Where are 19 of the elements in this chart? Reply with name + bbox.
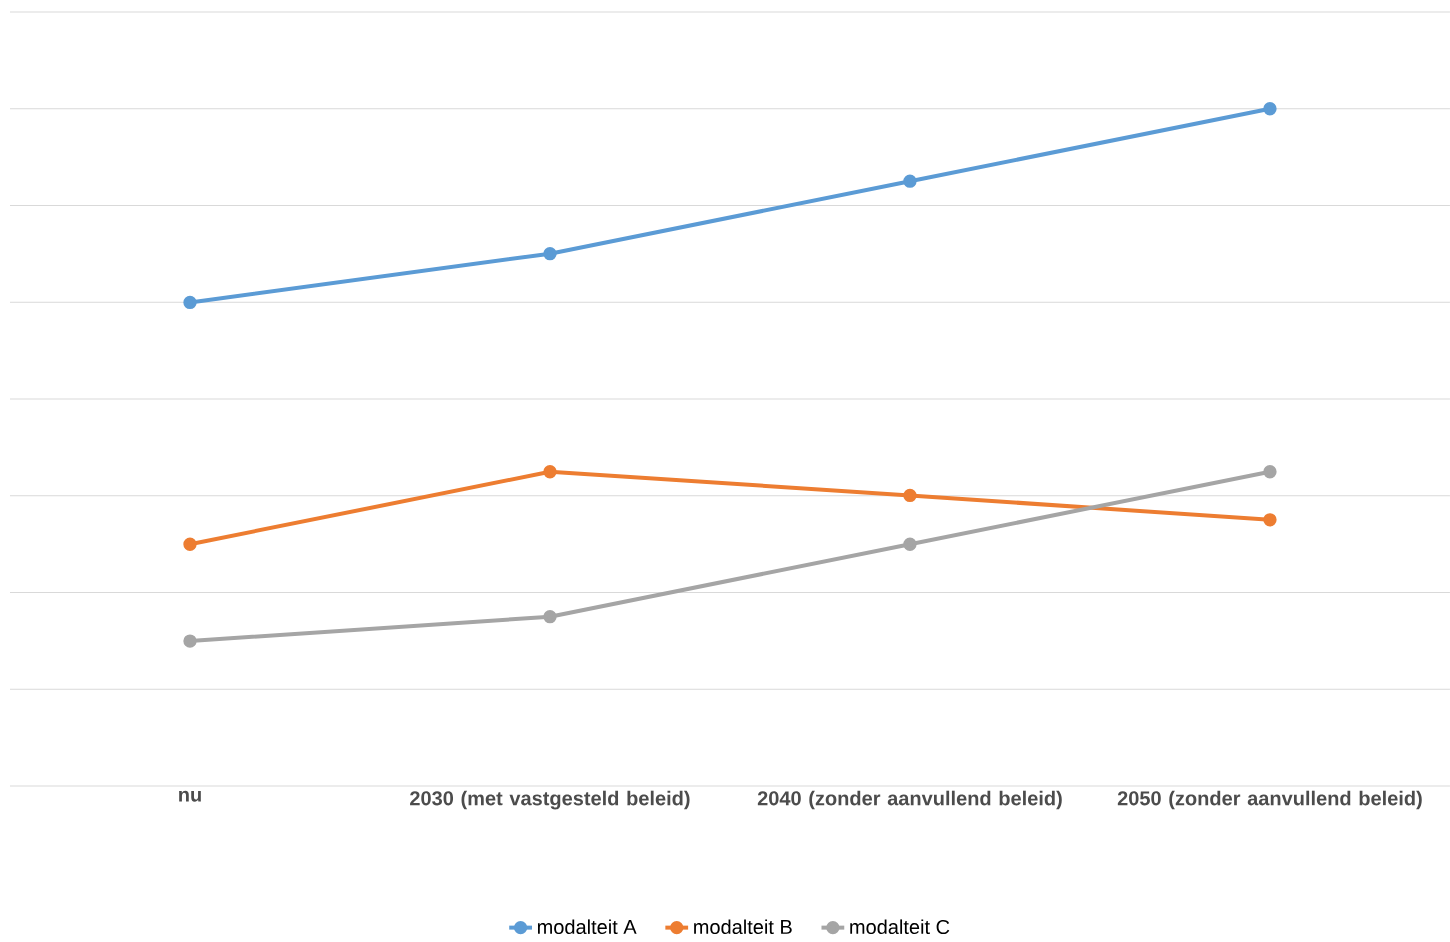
point (543, 247, 557, 261)
point (903, 174, 917, 188)
point (183, 634, 197, 648)
x-tick-label: 2040 (zonder aanvullend beleid) (757, 790, 1062, 810)
point (1263, 465, 1277, 479)
legend-label: modalteit A (537, 919, 637, 935)
point (903, 488, 917, 503)
point (543, 610, 557, 624)
legend-label: modalteit C (850, 919, 950, 935)
point (1263, 513, 1277, 527)
point (903, 537, 917, 551)
legend-label: modalteit B (694, 919, 792, 935)
x-tick-label: nu (179, 790, 201, 802)
x-tick-label: 2030 (met vastgesteld beleid) (410, 790, 690, 810)
point (543, 465, 557, 479)
point (183, 537, 197, 551)
point (183, 295, 197, 310)
point (1263, 102, 1277, 116)
x-tick-label: 2050 (zonder aanvullend beleid) (1117, 790, 1422, 810)
